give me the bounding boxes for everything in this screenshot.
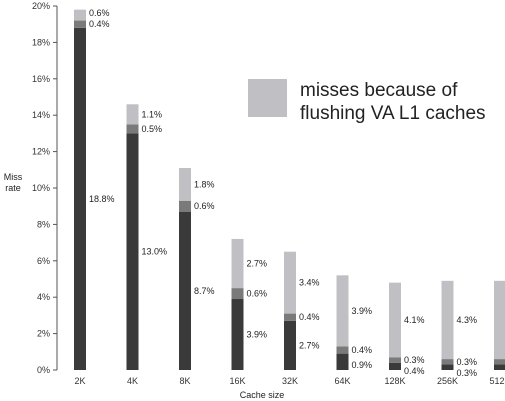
data-label-bottom: 2.7% (299, 340, 320, 350)
data-label-bottom: 0.4% (404, 366, 425, 376)
y-axis: 0% 2% 4% 6% 8% 10% 12% 14% 16% 18% 20% Miss rate (4, 1, 58, 375)
legend-label-line-2: flushing VA L1 caches (300, 103, 486, 124)
bar-segment-bottom (284, 320, 296, 370)
bar-group: 18.8%0.4%0.6%13.0%0.5%1.1%8.7%0.6%1.8%3.… (74, 8, 505, 378)
x-tick-label: 256K (437, 376, 458, 386)
bar-segment-middle (389, 357, 401, 363)
data-label-top: 4.3% (457, 315, 478, 325)
y-axis-title-line-1: Miss (4, 172, 23, 182)
x-axis-title: Cache size (240, 390, 285, 400)
data-label-middle: 0.6% (194, 201, 215, 211)
bar-segment-middle (74, 20, 86, 28)
data-label-middle: 0.4% (299, 312, 320, 322)
data-label-bottom: 13.0% (142, 247, 168, 257)
data-label-middle: 0.6% (247, 289, 268, 299)
x-tick-label: 4K (127, 376, 138, 386)
bar-segment-middle (494, 359, 505, 365)
bar-segment-top (126, 104, 139, 125)
data-label-top: 1.1% (142, 109, 163, 119)
data-label-bottom: 0.9% (352, 360, 373, 370)
x-tick-label: 64K (334, 376, 350, 386)
data-label-bottom: 0.3% (457, 368, 478, 378)
y-tick-label: 8% (37, 219, 50, 229)
bar-segment-bottom (336, 353, 349, 370)
data-label-bottom: 18.8% (89, 194, 115, 204)
bar-segment-middle (126, 124, 139, 134)
bar-segment-bottom (494, 364, 505, 370)
y-tick-label: 12% (32, 147, 50, 157)
legend-label-line-1: misses because of (300, 80, 458, 101)
x-tick-label: 16K (229, 376, 245, 386)
bar-segment-top (336, 275, 349, 347)
data-label-middle: 0.4% (352, 345, 373, 355)
bar-segment-middle (441, 359, 454, 365)
bar-segment-bottom (389, 362, 401, 370)
bar-segment-top (284, 251, 296, 314)
y-tick-label: 10% (32, 183, 50, 193)
legend: misses because of flushing VA L1 caches (248, 79, 486, 124)
bar-segment-middle (179, 200, 191, 212)
y-axis-title-line-2: rate (5, 183, 21, 193)
data-label-middle: 0.5% (142, 124, 163, 134)
bar-segment-middle (336, 346, 349, 354)
bar-segment-top (74, 9, 86, 21)
data-label-bottom: 8.7% (194, 286, 215, 296)
y-tick-label: 20% (32, 1, 50, 11)
bar-segment-bottom (441, 364, 454, 370)
bar-segment-bottom (74, 27, 86, 371)
data-label-top: 3.9% (352, 306, 373, 316)
bar-segment-middle (284, 313, 296, 321)
x-tick-label: 2K (74, 376, 85, 386)
y-tick-label: 6% (37, 256, 50, 266)
x-tick-label: 512K (489, 376, 505, 386)
legend-swatch (248, 79, 287, 117)
bar-segment-top (179, 167, 191, 201)
y-tick-label: 16% (32, 74, 50, 84)
data-label-top: 4.1% (404, 315, 425, 325)
bar-segment-bottom (179, 211, 191, 370)
data-label-middle: 0.3% (457, 357, 478, 367)
data-label-bottom: 3.9% (247, 330, 268, 340)
bar-segment-bottom (126, 133, 139, 370)
y-tick-label: 0% (37, 365, 50, 375)
bar-segment-top (389, 282, 401, 358)
bar-segment-top (441, 280, 454, 360)
y-tick-label: 2% (37, 329, 50, 339)
x-tick-label: 128K (384, 376, 405, 386)
y-tick-label: 18% (32, 37, 50, 47)
data-label-middle: 0.4% (89, 19, 110, 29)
bar-segment-top (494, 280, 505, 360)
data-label-top: 3.4% (299, 278, 320, 288)
x-tick-label: 8K (179, 376, 190, 386)
data-label-top: 1.8% (194, 179, 215, 189)
data-label-top: 0.6% (89, 8, 110, 18)
y-tick-group: 0% 2% 4% 6% 8% 10% 12% 14% 16% 18% 20% (32, 1, 57, 375)
y-tick-label: 14% (32, 110, 50, 120)
x-tick-group: 2K4K8K16K32K64K128K256K512K1024K (74, 376, 505, 386)
data-label-middle: 0.3% (404, 355, 425, 365)
bar-segment-top (231, 238, 244, 289)
x-tick-label: 32K (282, 376, 298, 386)
bar-segment-middle (231, 288, 244, 300)
data-label-top: 2.7% (247, 259, 268, 269)
y-tick-label: 4% (37, 292, 50, 302)
bar-segment-bottom (231, 299, 244, 370)
